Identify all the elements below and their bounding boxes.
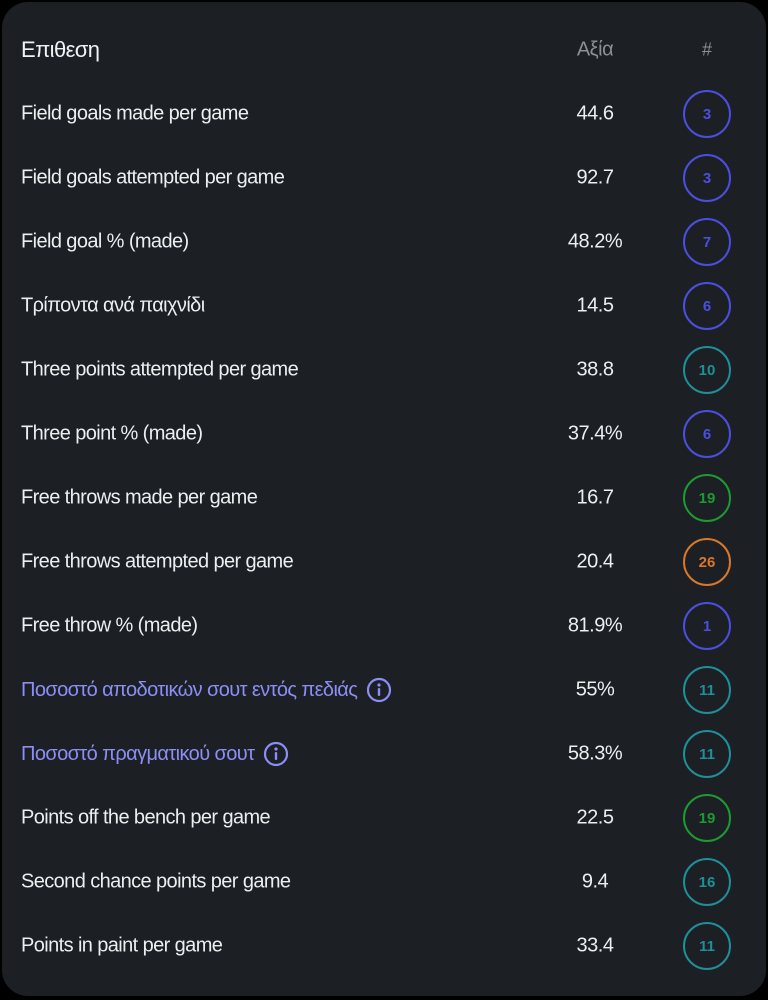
table-row: Three points attempted per game 38.8 10 [2,338,766,402]
rank-badge: 3 [683,154,731,202]
stat-label: Second chance points per game [21,870,291,894]
stat-label: Free throws attempted per game [21,550,294,574]
stat-label: Field goal % (made) [21,231,189,254]
stat-value: 48.2% [567,230,623,253]
stat-label: Τρίποντα ανά παιχνίδι [21,295,205,318]
table-row: Three point % (made) 37.4% 6 [2,402,766,466]
stat-value: 22.5 [576,806,614,829]
rank-column-header: # [701,39,712,60]
table-row: Field goal % (made) 48.2% 7 [2,210,766,274]
stat-value: 81.9% [567,614,623,637]
stat-label-text: Points off the bench per game [21,806,271,829]
table-row: Field goals attempted per game 92.7 3 [2,146,766,210]
stat-label-text: Τρίποντα ανά παιχνίδι [21,294,205,317]
table-row: Points off the bench per game 22.5 19 [2,786,766,850]
rank-badge: 11 [683,666,731,714]
table-row: Field goals made per game 44.6 3 [2,82,766,146]
info-icon[interactable] [262,740,290,768]
section-title: Επιθεση [21,37,100,62]
rank-badge: 6 [683,410,731,458]
info-icon[interactable] [365,676,393,704]
stat-label-text: Free throws made per game [21,486,258,509]
stat-label: Points in paint per game [21,934,223,958]
rank-badge: 19 [683,474,731,522]
table-row: Free throw % (made) 81.9% 1 [2,594,766,658]
stat-label-text: Field goal % (made) [21,230,189,253]
stat-label: Three point % (made) [21,422,203,446]
stat-value: 38.8 [576,358,614,381]
rank-badge: 1 [683,602,731,650]
stat-value: 37.4% [567,422,623,445]
stat-value: 16.7 [576,486,614,509]
stat-label[interactable]: Ποσοστό πραγματικού σουτ [21,740,290,768]
stat-label: Three points attempted per game [21,358,299,382]
rank-badge: 10 [683,346,731,394]
stat-label-text[interactable]: Ποσοστό πραγματικού σουτ [21,742,255,765]
stat-label-text[interactable]: Ποσοστό αποδοτικών σουτ εντός πεδιάς [21,678,358,701]
stat-label-text: Field goals attempted per game [21,166,285,189]
stat-label: Free throws made per game [21,486,258,510]
stat-value: 9.4 [581,870,609,893]
rank-badge: 7 [683,218,731,266]
stat-label-text: Free throw % (made) [21,614,198,637]
stat-label: Field goals made per game [21,102,249,126]
stat-label: Points off the bench per game [21,806,271,830]
rank-badge: 19 [683,794,731,842]
stat-label: Field goals attempted per game [21,166,285,190]
table-row: Points in paint per game 33.4 11 [2,914,766,978]
rank-badge: 3 [683,90,731,138]
stat-label-text: Second chance points per game [21,870,291,893]
stat-label[interactable]: Ποσοστό αποδοτικών σουτ εντός πεδιάς [21,676,393,704]
stat-value: 14.5 [576,294,614,317]
rank-badge: 11 [683,922,731,970]
table-header: Επιθεση Αξία # [2,18,766,82]
stat-value: 33.4 [576,934,614,957]
rank-badge: 16 [683,858,731,906]
stat-value: 92.7 [576,166,614,189]
stat-label-text: Free throws attempted per game [21,550,294,573]
table-row[interactable]: Ποσοστό αποδοτικών σουτ εντός πεδιάς 55% 1… [2,658,766,722]
table-row: Τρίποντα ανά παιχνίδι 14.5 6 [2,274,766,338]
table-row: Free throws attempted per game 20.4 26 [2,530,766,594]
table-row: Free throws made per game 16.7 19 [2,466,766,530]
stat-label-text: Three point % (made) [21,422,203,445]
value-column-header: Αξία [576,38,614,61]
rank-badge: 6 [683,282,731,330]
rank-badge: 11 [683,730,731,778]
stat-label-text: Three points attempted per game [21,358,299,381]
stat-value: 58.3% [567,742,623,765]
stat-value: 44.6 [576,102,614,125]
stat-label-text: Points in paint per game [21,934,223,957]
stat-label-text: Field goals made per game [21,102,249,125]
rank-badge: 26 [683,538,731,586]
stat-value: 20.4 [576,550,614,573]
stat-label: Free throw % (made) [21,614,198,638]
stat-value: 55% [575,678,615,701]
table-row[interactable]: Ποσοστό πραγματικού σουτ 58.3% 11 [2,722,766,786]
table-row: Second chance points per game 9.4 16 [2,850,766,914]
